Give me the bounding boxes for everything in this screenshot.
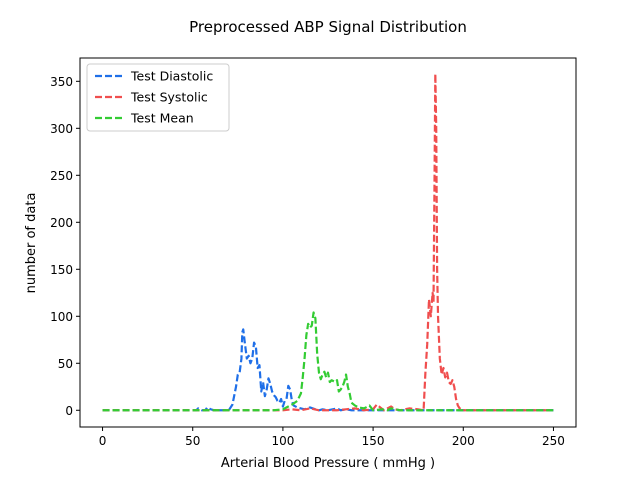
y-tick-label: 350	[50, 75, 73, 89]
y-axis-label: number of data	[24, 193, 39, 294]
y-tick-label: 50	[58, 357, 73, 371]
y-tick-label: 100	[50, 310, 73, 324]
x-tick-label: 150	[362, 434, 385, 448]
plot-area: 0 50 100 150 200 250 0 50 100 150 200 250 300 350	[50, 57, 577, 448]
y-tick-label: 300	[50, 122, 73, 136]
x-tick-label: 0	[99, 434, 107, 448]
axes-frame	[79, 57, 577, 428]
x-tick-label: 200	[452, 434, 475, 448]
chart-title: Preprocessed ABP Signal Distribution	[189, 18, 467, 36]
x-tick-label: 250	[542, 434, 565, 448]
legend-label-2: Test Mean	[130, 111, 194, 126]
y-tick-label: 200	[50, 216, 73, 230]
legend-label-0: Test Diastolic	[130, 69, 213, 84]
series-line-1	[102, 72, 554, 412]
x-tick-label: 100	[271, 434, 294, 448]
x-tick-label: 50	[185, 434, 200, 448]
legend-label-1: Test Systolic	[130, 90, 208, 105]
legend-box	[86, 63, 230, 132]
legend: Test Diastolic Test Systolic Test Mean	[86, 63, 230, 132]
y-tick-label: 250	[50, 169, 73, 183]
x-axis-label: Arterial Blood Pressure ( mmHg )	[221, 456, 435, 471]
y-tick-label: 0	[65, 404, 73, 418]
y-tick-label: 150	[50, 263, 73, 277]
series-line-2	[102, 311, 554, 412]
